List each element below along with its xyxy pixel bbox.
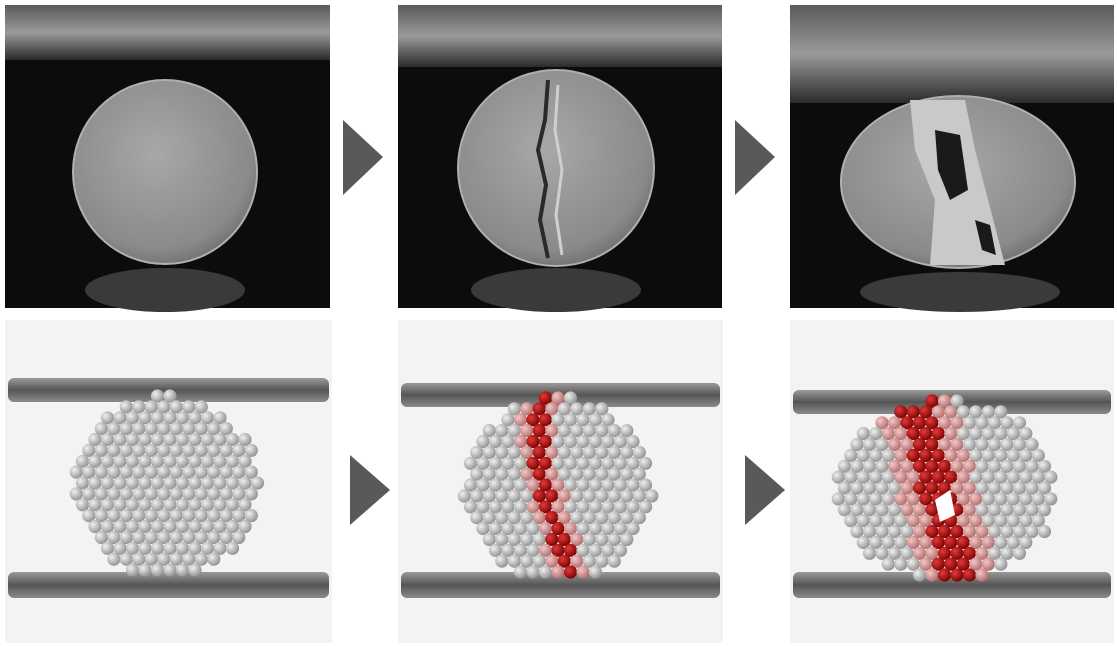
photo-3 bbox=[790, 5, 1114, 312]
particle bbox=[539, 565, 552, 578]
particle bbox=[226, 542, 239, 555]
particle bbox=[608, 555, 621, 568]
particle bbox=[863, 547, 876, 560]
particle bbox=[882, 558, 895, 571]
particle bbox=[126, 563, 139, 576]
particle bbox=[963, 568, 976, 581]
particle bbox=[913, 568, 926, 581]
particle bbox=[526, 565, 539, 578]
particle bbox=[188, 563, 201, 576]
particle bbox=[107, 553, 120, 566]
particle bbox=[151, 563, 164, 576]
particle bbox=[950, 568, 963, 581]
simulations bbox=[5, 320, 1114, 643]
particle bbox=[207, 553, 220, 566]
particle bbox=[551, 565, 564, 578]
arrow bbox=[343, 120, 383, 195]
photo-2 bbox=[398, 5, 722, 312]
particle bbox=[176, 563, 189, 576]
particle bbox=[1013, 547, 1026, 560]
photo-1 bbox=[5, 5, 330, 312]
figure bbox=[0, 0, 1117, 646]
particle bbox=[163, 563, 176, 576]
particle bbox=[994, 558, 1007, 571]
particle bbox=[975, 568, 988, 581]
particle bbox=[925, 568, 938, 581]
particle bbox=[894, 558, 907, 571]
particle bbox=[576, 565, 589, 578]
particle bbox=[589, 565, 602, 578]
particle bbox=[938, 568, 951, 581]
particle bbox=[514, 565, 527, 578]
arrow bbox=[350, 455, 390, 525]
particle bbox=[495, 555, 508, 568]
arrow bbox=[735, 120, 775, 195]
arrow bbox=[745, 455, 785, 525]
particle bbox=[564, 565, 577, 578]
particle bbox=[1038, 525, 1051, 538]
particle bbox=[138, 563, 151, 576]
